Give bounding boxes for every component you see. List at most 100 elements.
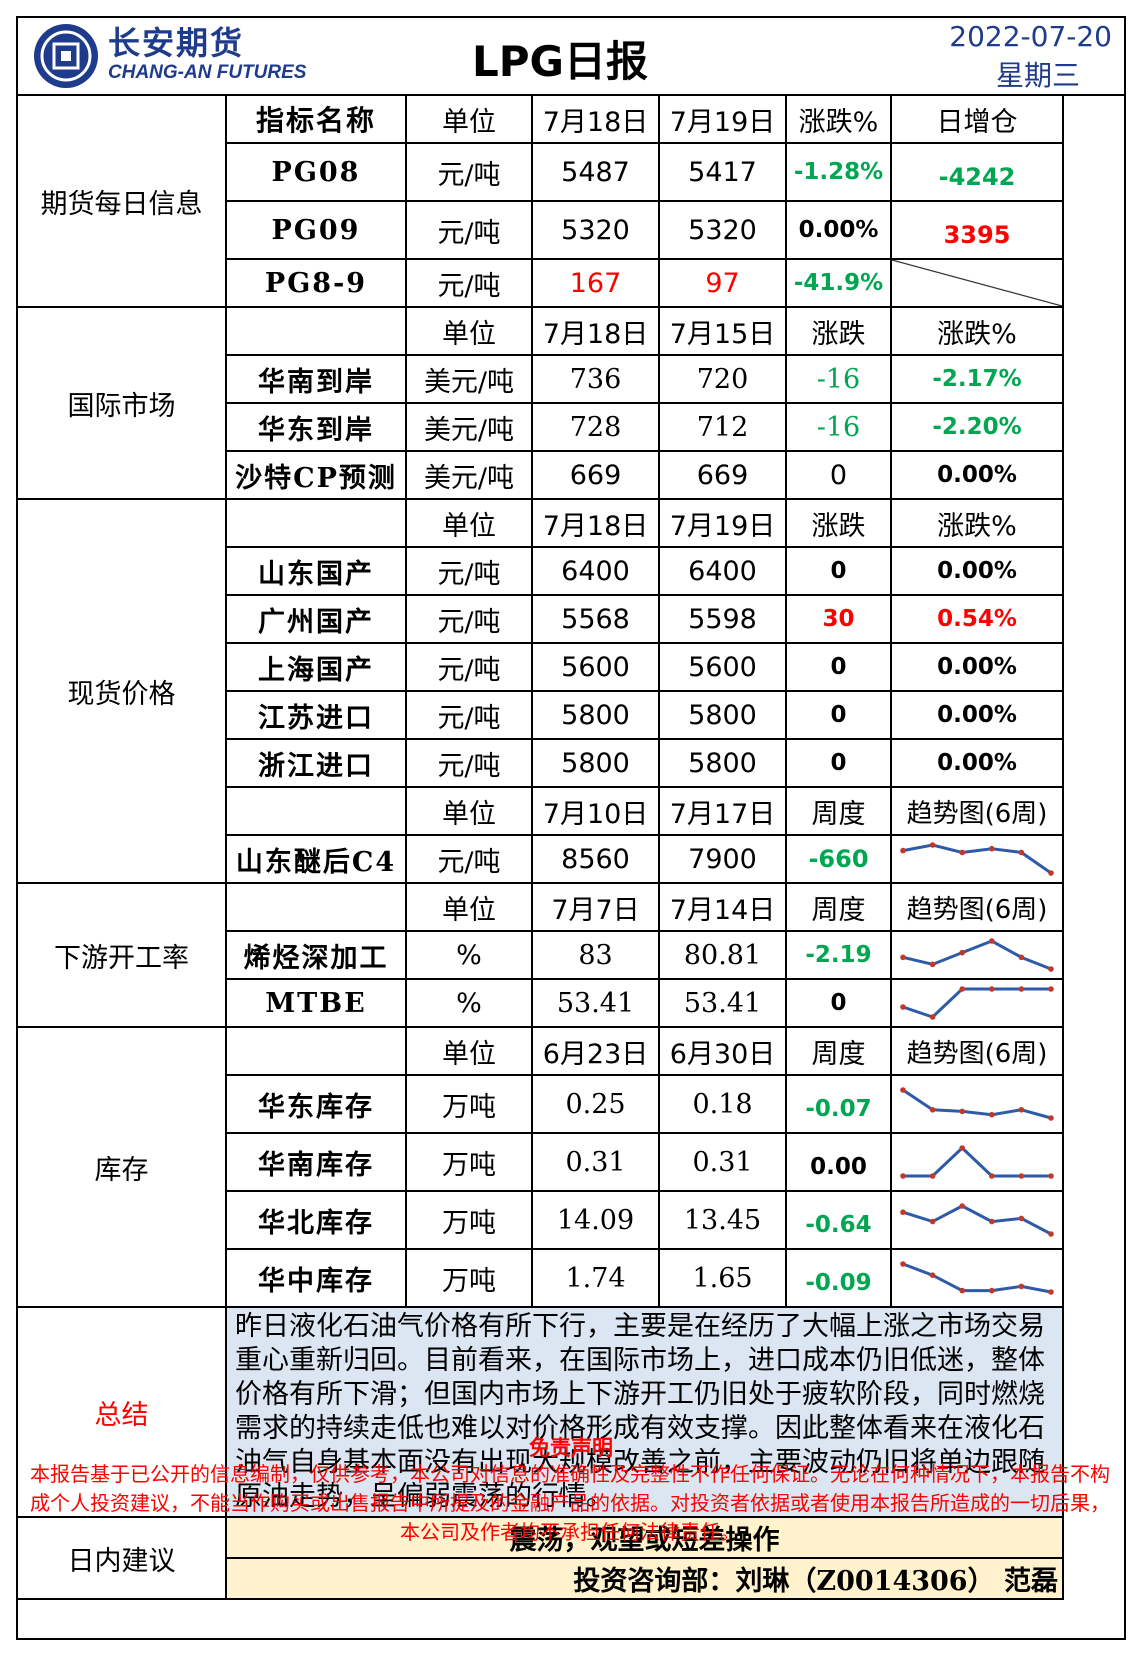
row-value: 6400 [531, 546, 660, 596]
sparkline-point [929, 1272, 936, 1278]
sparkline-point [989, 1173, 995, 1179]
trend-sparkline [900, 1203, 1054, 1237]
row-value: 53.41 [658, 978, 787, 1028]
row-change: -0.09 [785, 1248, 892, 1308]
row-value: 7900 [658, 834, 787, 884]
row-unit: 元/吨 [405, 594, 533, 644]
row-value: 80.81 [658, 930, 787, 980]
header-cell: 周度 [785, 1026, 892, 1076]
row-value: 5600 [531, 642, 660, 692]
row-value: 0.31 [531, 1132, 660, 1192]
sparkline-point [900, 1087, 906, 1093]
row-change: 30 [785, 594, 892, 644]
row-unit: 元/吨 [405, 142, 533, 202]
sparkline-point [1018, 1215, 1025, 1222]
header-cell: 单位 [405, 94, 533, 144]
row-change-pct: 0.54% [890, 594, 1064, 644]
sparkline-point [1048, 986, 1054, 992]
row-name: PG8-9 [225, 258, 407, 308]
row-value: 736 [531, 354, 660, 404]
sparkline-point [929, 1106, 936, 1113]
sparkline-point [900, 1209, 906, 1216]
sparkline-point [900, 1173, 906, 1179]
row-unit: 万吨 [405, 1190, 533, 1250]
trend-sparkline [900, 1145, 1054, 1179]
header-cell: 单位 [405, 786, 533, 836]
sparkline-cell [890, 1190, 1064, 1250]
row-change: 0 [785, 642, 892, 692]
row-unit: 元/吨 [405, 834, 533, 884]
header-cell: 趋势图(6周) [890, 1026, 1064, 1076]
row-name: MTBE [225, 978, 407, 1028]
header-cell [225, 786, 407, 836]
row-unit: 美元/吨 [405, 450, 533, 500]
sparkline-point [929, 1173, 936, 1179]
row-value: 6400 [658, 546, 787, 596]
row-name: 浙江进口 [225, 738, 407, 788]
row-name: 上海国产 [225, 642, 407, 692]
row-change-pct: -2.20% [890, 402, 1064, 452]
row-change: 0 [785, 690, 892, 740]
sparkline-point [900, 954, 906, 961]
report-header: 长安期货 CHANG-AN FUTURES LPG日报 2022-07-20 星… [16, 16, 1126, 96]
sparkline-line [902, 1262, 1052, 1294]
row-value: 5320 [531, 200, 660, 260]
sparkline-point [929, 961, 936, 968]
sparkline-point [989, 1287, 995, 1294]
sparkline-point [989, 845, 995, 852]
section-downstream: 下游开工率 [16, 882, 227, 1028]
sparkline-point [900, 1261, 906, 1267]
row-unit: 万吨 [405, 1248, 533, 1308]
sparkline-point [1048, 1289, 1054, 1295]
empty-diagonal-cell [890, 258, 1064, 308]
company-name-cn: 长安期货 [108, 24, 245, 62]
row-open-interest: -4242 [890, 142, 1064, 202]
sparkline-cell [890, 978, 1064, 1028]
row-value: 5487 [531, 142, 660, 202]
sparkline-point [989, 986, 995, 992]
header-cell: 单位 [405, 306, 533, 356]
header-cell: 6月30日 [658, 1026, 787, 1076]
row-change: 0.00 [785, 1132, 892, 1192]
sparkline-point [959, 1203, 965, 1209]
header-cell [225, 1026, 407, 1076]
row-change: -16 [785, 402, 892, 452]
header-cell: 趋势图(6周) [890, 786, 1064, 836]
report-date: 2022-07-20 [949, 20, 1112, 53]
row-value: 0.25 [531, 1074, 660, 1134]
row-value: 5320 [658, 200, 787, 260]
analyst-line: 投资咨询部：刘琳（Z0014306） 范磊 [225, 1557, 1064, 1600]
row-unit: 美元/吨 [405, 402, 533, 452]
summary-label: 总结 [16, 1306, 227, 1518]
row-name: 山东国产 [225, 546, 407, 596]
row-value: 5800 [531, 738, 660, 788]
row-value: 5417 [658, 142, 787, 202]
header-cell: 涨跌 [785, 306, 892, 356]
header-cell [225, 498, 407, 548]
row-unit: 元/吨 [405, 258, 533, 308]
header-cell: 7月19日 [658, 94, 787, 144]
row-name: 广州国产 [225, 594, 407, 644]
sparkline-point [1018, 1106, 1025, 1113]
row-change: -0.64 [785, 1190, 892, 1250]
sparkline-point [1018, 849, 1025, 856]
trend-sparkline [900, 938, 1054, 972]
sparkline-point [1048, 1115, 1054, 1121]
row-unit: 元/吨 [405, 690, 533, 740]
row-value: 712 [658, 402, 787, 452]
disclaimer-text: 本报告基于已公开的信息编制，仅供参考，本公司对信息的准确性及完整性不作任何保证。… [30, 1462, 1110, 1544]
trend-sparkline [900, 986, 1054, 1020]
row-unit: 元/吨 [405, 200, 533, 260]
sparkline-point [1018, 1283, 1025, 1290]
sparkline-line [902, 1088, 1052, 1120]
sparkline-point [900, 1004, 906, 1010]
sparkline-point [959, 1145, 965, 1151]
sparkline-point [1018, 986, 1025, 992]
row-change: -16 [785, 354, 892, 404]
sparkline-point [989, 938, 995, 944]
header-cell: 7月17日 [658, 786, 787, 836]
row-change: -2.19 [785, 930, 892, 980]
header-cell: 7月18日 [531, 94, 660, 144]
row-name: 沙特CP预测 [225, 450, 407, 500]
sparkline-point [989, 1218, 995, 1225]
